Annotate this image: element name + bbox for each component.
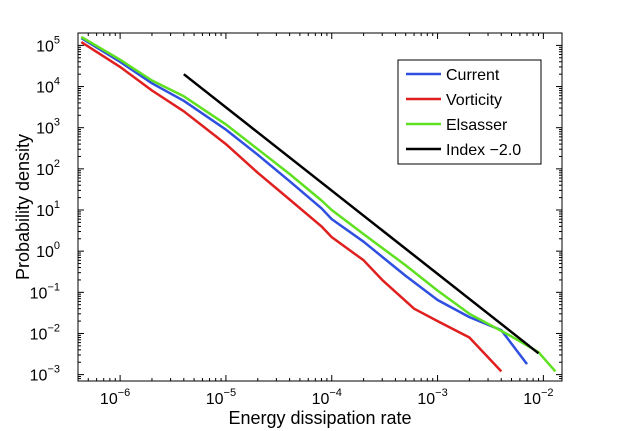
y-tick-label-2: 10−1 bbox=[30, 281, 60, 302]
series-line-3 bbox=[183, 73, 540, 355]
x-tick-label-4: 10−2 bbox=[523, 387, 553, 408]
legend-label-1: Vorticity bbox=[446, 92, 502, 109]
plot-frame bbox=[77, 32, 563, 382]
x-tick-label-0: 10−6 bbox=[100, 387, 130, 408]
series-line-2 bbox=[80, 35, 557, 373]
legend-label-0: Current bbox=[446, 67, 500, 84]
legend-items: Current Vorticity Elsasser Index −2.0 bbox=[406, 67, 521, 159]
series-line-0 bbox=[80, 37, 528, 365]
y-tick-label-3: 100 bbox=[36, 240, 60, 261]
legend: Current Vorticity Elsasser Index −2.0 bbox=[397, 59, 542, 165]
y-tick-label-4: 101 bbox=[36, 199, 60, 220]
y-tick-label-1: 10−2 bbox=[30, 322, 60, 343]
series-layer bbox=[80, 35, 557, 373]
x-tick-label-1: 10−5 bbox=[206, 387, 236, 408]
legend-box bbox=[397, 59, 542, 165]
x-tick-label-2: 10−4 bbox=[312, 387, 342, 408]
y-tick-label-8: 105 bbox=[36, 34, 60, 55]
y-tick-label-0: 10−3 bbox=[30, 364, 60, 385]
y-tick-label-5: 102 bbox=[36, 158, 60, 179]
x-tick-label-3: 10−3 bbox=[417, 387, 447, 408]
y-axis-label: Probability density bbox=[13, 134, 33, 280]
x-axis-label: Energy dissipation rate bbox=[228, 408, 411, 428]
y-tick-label-7: 104 bbox=[36, 76, 60, 97]
series-line-1 bbox=[80, 41, 503, 373]
legend-label-2: Elsasser bbox=[446, 117, 508, 134]
legend-label-3: Index −2.0 bbox=[446, 142, 521, 159]
y-tick-label-6: 103 bbox=[36, 117, 60, 138]
